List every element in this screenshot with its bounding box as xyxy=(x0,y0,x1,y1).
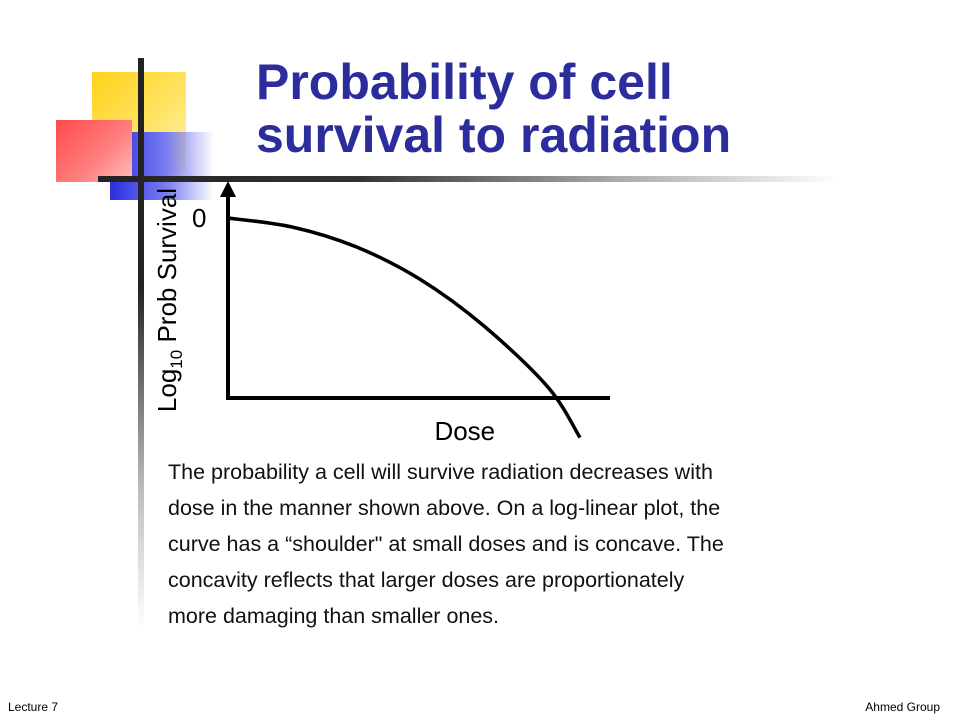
title-line: Probability of cell xyxy=(256,54,673,110)
decor-red-square xyxy=(56,120,132,182)
y-label-text: Prob Survival xyxy=(152,188,182,350)
y-label-log: Log xyxy=(152,369,182,412)
title-line: survival to radiation xyxy=(256,107,732,163)
x-axis-label: Dose xyxy=(434,416,495,446)
footer-group: Ahmed Group xyxy=(865,700,940,714)
slide-body: The probability a cell will survive radi… xyxy=(168,454,848,634)
slide-title: Probability of cell survival to radiatio… xyxy=(256,56,876,162)
body-line: dose in the manner shown above. On a log… xyxy=(168,496,721,520)
y-tick-label: 0 xyxy=(192,203,206,233)
y-axis-label: Log10 Prob Survival xyxy=(152,188,186,412)
body-line: more damaging than smaller ones. xyxy=(168,604,500,628)
body-line: curve has a “shoulder" at small doses an… xyxy=(168,532,724,556)
decor-vertical-line xyxy=(138,58,144,628)
footer-lecture: Lecture 7 xyxy=(8,700,59,714)
body-line: concavity reflects that larger doses are… xyxy=(168,568,685,592)
decor-horizontal-line xyxy=(98,176,838,182)
y-axis-arrow xyxy=(220,181,236,197)
survival-chart: 0 Dose Log10 Prob Survival xyxy=(152,181,610,446)
y-label-subscript: 10 xyxy=(167,350,186,369)
survival-curve xyxy=(227,216,582,439)
body-line: The probability a cell will survive radi… xyxy=(168,460,713,484)
